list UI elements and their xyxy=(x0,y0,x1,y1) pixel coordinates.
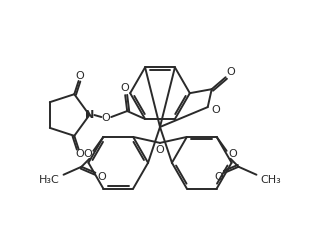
Text: O: O xyxy=(211,105,220,115)
Text: O: O xyxy=(121,83,130,93)
Text: O: O xyxy=(101,113,110,123)
Text: O: O xyxy=(76,71,84,81)
Text: N: N xyxy=(85,110,94,120)
Text: O: O xyxy=(226,67,235,77)
Text: O: O xyxy=(97,172,106,182)
Text: O: O xyxy=(228,149,237,159)
Text: O: O xyxy=(214,172,223,182)
Text: H₃C: H₃C xyxy=(39,175,60,185)
Text: O: O xyxy=(83,149,92,159)
Text: O: O xyxy=(76,149,84,159)
Text: CH₃: CH₃ xyxy=(260,175,281,185)
Text: O: O xyxy=(156,145,164,155)
